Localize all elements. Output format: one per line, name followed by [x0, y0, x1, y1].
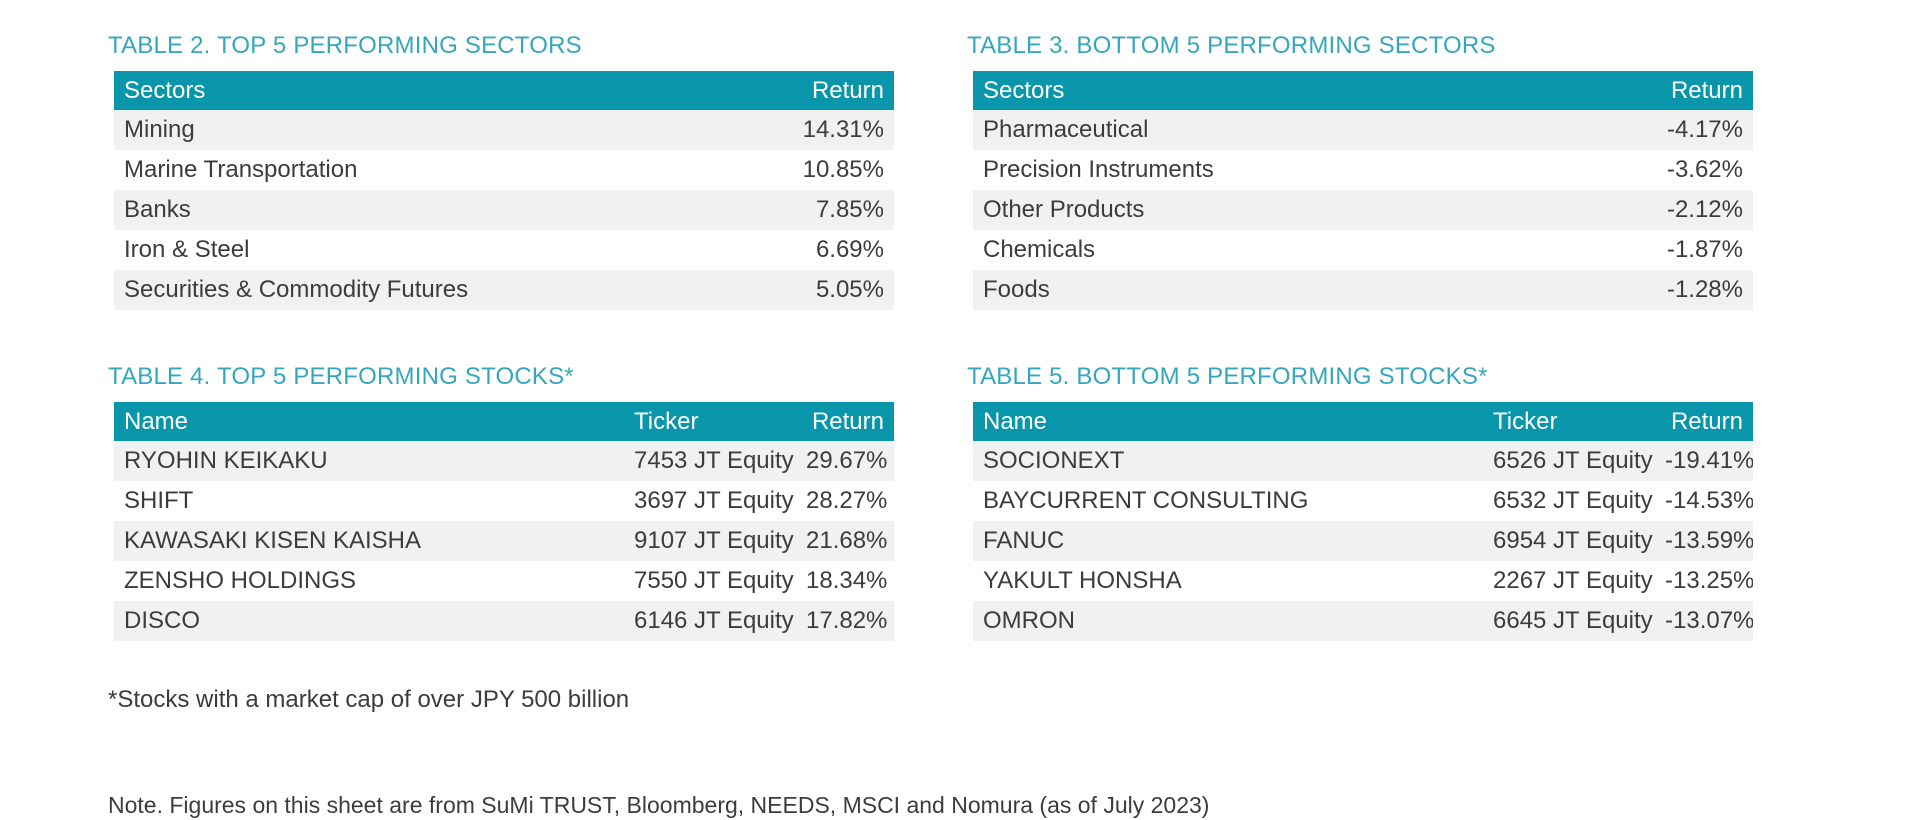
- table-row: Foods -1.28%: [973, 270, 1753, 310]
- bottom5-sectors-title: TABLE 3. BOTTOM 5 PERFORMING SECTORS: [967, 32, 1496, 59]
- top5-stocks-table-block: TABLE 4. TOP 5 PERFORMING STOCKS* Name Ti…: [108, 362, 908, 641]
- table-cell: -1.87%: [1666, 236, 1743, 263]
- table-cell: 3697 JT Equity: [634, 487, 794, 514]
- table-cell: -3.62%: [1666, 156, 1743, 183]
- table-cell: 7550 JT Equity: [634, 567, 794, 594]
- column-header: Sectors: [973, 71, 1573, 110]
- table-cell: -1.28%: [1573, 270, 1753, 310]
- table-cell: -13.07%: [1665, 601, 1753, 641]
- table-cell: 6.69%: [815, 236, 884, 263]
- table-row: SOCIONEXT 6526 JT Equity -19.41%: [973, 441, 1753, 481]
- bottom5-stocks-table-block: TABLE 5. BOTTOM 5 PERFORMING STOCKS* Nam…: [967, 362, 1767, 641]
- table-cell: 7453 JT Equity: [634, 441, 806, 481]
- table-cell: -13.25%: [1665, 567, 1753, 594]
- table-cell: Marine Transportation: [124, 156, 358, 183]
- table-row: DISCO 6146 JT Equity 17.82%: [114, 601, 894, 641]
- table-cell: 5.05%: [714, 270, 894, 310]
- table-cell: 6532 JT Equity: [1493, 487, 1653, 514]
- table-row: BAYCURRENT CONSULTING 6532 JT Equity -14.5…: [973, 481, 1753, 521]
- column-header: Return: [1665, 402, 1753, 441]
- bottom5-sectors-table: Sectors Return Pharmaceutical -4.17% Precis…: [973, 71, 1753, 310]
- table-cell: Foods: [973, 270, 1573, 310]
- table-row: YAKULT HONSHA 2267 JT Equity -13.25%: [973, 561, 1753, 601]
- bottom5-stocks-title: TABLE 5. BOTTOM 5 PERFORMING STOCKS*: [967, 363, 1488, 390]
- table-cell: Securities & Commodity Futures: [114, 270, 714, 310]
- table-cell: SOCIONEXT: [973, 441, 1493, 481]
- table-row: Iron & Steel 6.69%: [114, 230, 894, 270]
- table-cell: Precision Instruments: [983, 156, 1214, 183]
- table-cell: 29.67%: [806, 441, 894, 481]
- top5-sectors-table-block: TABLE 2. TOP 5 PERFORMING SECTORS Sector…: [108, 31, 908, 310]
- table-cell: 6526 JT Equity: [1493, 441, 1665, 481]
- table-row: Chemicals -1.87%: [973, 230, 1753, 270]
- table-cell: 10.85%: [802, 156, 884, 183]
- bottom5-stocks-table: Name Ticker Return SOCIONEXT 6526 JT Equity…: [973, 402, 1753, 641]
- table-row: ZENSHO HOLDINGS 7550 JT Equity 18.34%: [114, 561, 894, 601]
- table-row: Pharmaceutical -4.17%: [973, 110, 1753, 150]
- column-header: Return: [806, 402, 894, 441]
- table-cell: -14.53%: [1665, 487, 1753, 514]
- table-header: Sectors Return: [973, 71, 1753, 110]
- table-row: Securities & Commodity Futures 5.05%: [114, 270, 894, 310]
- market-cap-footnote: *Stocks with a market cap of over JPY 50…: [108, 686, 630, 713]
- top5-stocks-title: TABLE 4. TOP 5 PERFORMING STOCKS*: [108, 363, 574, 390]
- top5-sectors-table: Sectors Return Mining 14.31% Marine Transpo…: [114, 71, 894, 310]
- column-header: Return: [1573, 71, 1753, 110]
- table-row: SHIFT 3697 JT Equity 28.27%: [114, 481, 894, 521]
- table-cell: SHIFT: [124, 487, 194, 514]
- table-cell: 28.27%: [806, 487, 888, 514]
- table-cell: -13.59%: [1665, 521, 1753, 561]
- table-row: Mining 14.31%: [114, 110, 894, 150]
- column-header: Name: [114, 402, 634, 441]
- table-cell: 9107 JT Equity: [634, 521, 806, 561]
- table-row: KAWASAKI KISEN KAISHA 9107 JT Equity 21.68…: [114, 521, 894, 561]
- table-cell: 6645 JT Equity: [1493, 601, 1665, 641]
- table-cell: 21.68%: [806, 521, 894, 561]
- table-cell: Pharmaceutical: [973, 110, 1573, 150]
- table-cell: 14.31%: [714, 110, 894, 150]
- table-cell: DISCO: [114, 601, 634, 641]
- column-header: Name: [973, 402, 1493, 441]
- table-cell: -2.12%: [1573, 190, 1753, 230]
- table-cell: 18.34%: [806, 567, 888, 594]
- table-header: Sectors Return: [114, 71, 894, 110]
- column-header: Sectors: [114, 71, 714, 110]
- table-cell: BAYCURRENT CONSULTING: [983, 487, 1309, 514]
- top5-sectors-title: TABLE 2. TOP 5 PERFORMING SECTORS: [108, 32, 582, 59]
- table-row: Marine Transportation 10.85%: [114, 150, 894, 190]
- source-note: Note. Figures on this sheet are from SuM…: [108, 792, 1210, 818]
- table-header: Name Ticker Return: [973, 402, 1753, 441]
- table-cell: FANUC: [973, 521, 1493, 561]
- table-cell: ZENSHO HOLDINGS: [124, 567, 357, 594]
- table-cell: Other Products: [973, 190, 1573, 230]
- table-cell: OMRON: [973, 601, 1493, 641]
- table-row: FANUC 6954 JT Equity -13.59%: [973, 521, 1753, 561]
- table-cell: Mining: [114, 110, 714, 150]
- table-row: OMRON 6645 JT Equity -13.07%: [973, 601, 1753, 641]
- table-cell: -19.41%: [1665, 441, 1753, 481]
- table-cell: 17.82%: [806, 601, 894, 641]
- table-row: RYOHIN KEIKAKU 7453 JT Equity 29.67%: [114, 441, 894, 481]
- table-cell: Chemicals: [983, 236, 1096, 263]
- column-header: Ticker: [634, 402, 806, 441]
- table-header: Name Ticker Return: [114, 402, 894, 441]
- table-row: Banks 7.85%: [114, 190, 894, 230]
- table-cell: KAWASAKI KISEN KAISHA: [114, 521, 634, 561]
- top5-stocks-table: Name Ticker Return RYOHIN KEIKAKU 7453 JT E…: [114, 402, 894, 641]
- bottom5-sectors-table-block: TABLE 3. BOTTOM 5 PERFORMING SECTORS Sec…: [967, 31, 1767, 310]
- table-cell: 2267 JT Equity: [1493, 567, 1653, 594]
- table-row: Precision Instruments -3.62%: [973, 150, 1753, 190]
- table-cell: -4.17%: [1573, 110, 1753, 150]
- table-cell: RYOHIN KEIKAKU: [114, 441, 634, 481]
- table-cell: Banks: [114, 190, 714, 230]
- table-cell: 6146 JT Equity: [634, 601, 806, 641]
- table-cell: 7.85%: [714, 190, 894, 230]
- column-header: Return: [714, 71, 894, 110]
- table-cell: YAKULT HONSHA: [983, 567, 1182, 594]
- table-cell: Iron & Steel: [124, 236, 250, 263]
- column-header: Ticker: [1493, 402, 1665, 441]
- table-row: Other Products -2.12%: [973, 190, 1753, 230]
- table-cell: 6954 JT Equity: [1493, 521, 1665, 561]
